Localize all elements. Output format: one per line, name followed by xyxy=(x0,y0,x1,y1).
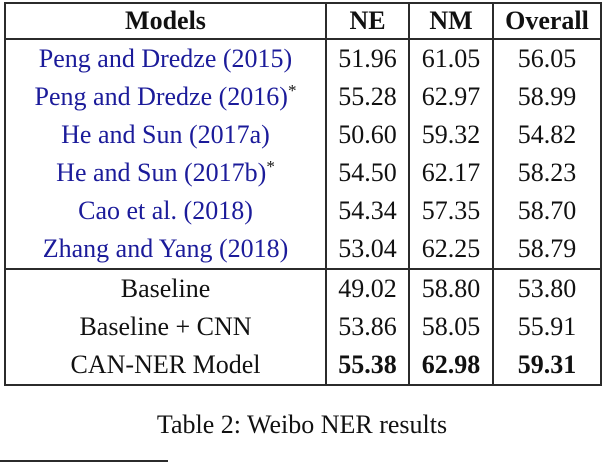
metric-value-nm: 62.17 xyxy=(408,154,494,192)
metric-value-nm: 61.05 xyxy=(408,39,494,78)
metric-value-nm: 57.35 xyxy=(408,192,494,230)
table-row: Peng and Dredze (2016)* 55.28 62.97 58.99 xyxy=(4,78,602,116)
metric-value-ne: 54.50 xyxy=(325,154,410,192)
results-table-body: Peng and Dredze (2015) 51.96 61.05 56.05 Pen… xyxy=(4,39,602,386)
metric-value-ne: 55.28 xyxy=(325,78,410,116)
metric-value-overall: 53.80 xyxy=(492,268,602,308)
table-row: Peng and Dredze (2015) 51.96 61.05 56.05 xyxy=(4,39,602,78)
model-name-cell: He and Sun (2017a) xyxy=(4,116,327,154)
metric-value-overall: 58.23 xyxy=(492,154,602,192)
metric-value-ne: 53.04 xyxy=(325,230,410,269)
metric-value-ne: 53.86 xyxy=(325,308,410,346)
metric-value-nm: 62.98 xyxy=(408,346,494,386)
metric-value-ne: 51.96 xyxy=(325,39,410,78)
metric-value-nm: 62.25 xyxy=(408,230,494,269)
column-header-overall: Overall xyxy=(492,2,602,40)
metric-value-overall: 58.99 xyxy=(492,78,602,116)
metric-value-overall: 54.82 xyxy=(492,116,602,154)
metric-value-ne: 50.60 xyxy=(325,116,410,154)
results-table: Models NE NM Overall Peng and Dredze (20… xyxy=(4,2,602,386)
metric-value-overall: 55.91 xyxy=(492,308,602,346)
footnote-rule xyxy=(0,460,168,462)
model-name-cell: Baseline + CNN xyxy=(4,308,327,346)
metric-value-nm: 59.32 xyxy=(408,116,494,154)
citation-link[interactable]: Peng and Dredze (2016) xyxy=(34,82,288,111)
citation-link[interactable]: Peng and Dredze (2015) xyxy=(38,44,293,73)
citation-link[interactable]: Cao et al. (2018) xyxy=(78,196,253,225)
metric-value-overall: 56.05 xyxy=(492,39,602,78)
metric-value-nm: 58.80 xyxy=(408,268,494,308)
metric-value-nm: 62.97 xyxy=(408,78,494,116)
metric-value-overall: 58.70 xyxy=(492,192,602,230)
model-name-cell: Baseline xyxy=(4,268,327,308)
table-row: CAN-NER Model 55.38 62.98 59.31 xyxy=(4,346,602,386)
column-header-nm: NM xyxy=(408,2,494,40)
column-header-ne: NE xyxy=(325,2,410,40)
column-header-models: Models xyxy=(4,2,327,40)
metric-value-nm: 58.05 xyxy=(408,308,494,346)
citation-link[interactable]: He and Sun (2017a) xyxy=(61,120,270,149)
table-row: He and Sun (2017b)* 54.50 62.17 58.23 xyxy=(4,154,602,192)
model-name-cell: Peng and Dredze (2016)* xyxy=(4,78,327,116)
table-row: Baseline 49.02 58.80 53.80 xyxy=(4,268,602,308)
model-name-cell: Zhang and Yang (2018) xyxy=(4,230,327,269)
metric-value-overall: 58.79 xyxy=(492,230,602,269)
citation-link[interactable]: He and Sun (2017b) xyxy=(56,158,267,187)
table-caption: Table 2: Weibo NER results xyxy=(156,410,448,439)
model-name-cell: Cao et al. (2018) xyxy=(4,192,327,230)
model-name-cell: He and Sun (2017b)* xyxy=(4,154,327,192)
header-row: Models NE NM Overall xyxy=(4,2,602,40)
table-row: Cao et al. (2018) 54.34 57.35 58.70 xyxy=(4,192,602,230)
metric-value-ne: 49.02 xyxy=(325,268,410,308)
model-name-cell: CAN-NER Model xyxy=(4,346,327,386)
metric-value-overall: 59.31 xyxy=(492,346,602,386)
table-row: Baseline + CNN 53.86 58.05 55.91 xyxy=(4,308,602,346)
metric-value-ne: 55.38 xyxy=(325,346,410,386)
model-name-cell: Peng and Dredze (2015) xyxy=(4,39,327,78)
table-row: Zhang and Yang (2018) 53.04 62.25 58.79 xyxy=(4,230,602,269)
citation-link[interactable]: Zhang and Yang (2018) xyxy=(42,234,289,263)
table-header: Models NE NM Overall xyxy=(4,2,602,40)
table-row: He and Sun (2017a) 50.60 59.32 54.82 xyxy=(4,116,602,154)
asterisk-marker: * xyxy=(287,81,297,100)
metric-value-ne: 54.34 xyxy=(325,192,410,230)
asterisk-marker: * xyxy=(266,157,275,176)
